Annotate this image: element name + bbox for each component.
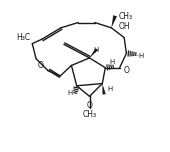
Text: O: O — [38, 61, 44, 70]
Text: H: H — [108, 86, 113, 92]
Text: O: O — [123, 66, 129, 75]
Text: H₃C: H₃C — [17, 33, 31, 42]
Text: H: H — [93, 47, 99, 53]
Text: OH: OH — [119, 22, 131, 31]
Text: ····H: ····H — [130, 53, 144, 59]
Text: O: O — [87, 101, 92, 110]
Polygon shape — [111, 15, 117, 28]
Text: CH₃: CH₃ — [82, 110, 97, 119]
Polygon shape — [102, 84, 106, 95]
Text: H: H — [67, 90, 72, 96]
Polygon shape — [90, 48, 98, 58]
Text: H: H — [110, 59, 115, 65]
Text: CH₃: CH₃ — [118, 12, 132, 21]
